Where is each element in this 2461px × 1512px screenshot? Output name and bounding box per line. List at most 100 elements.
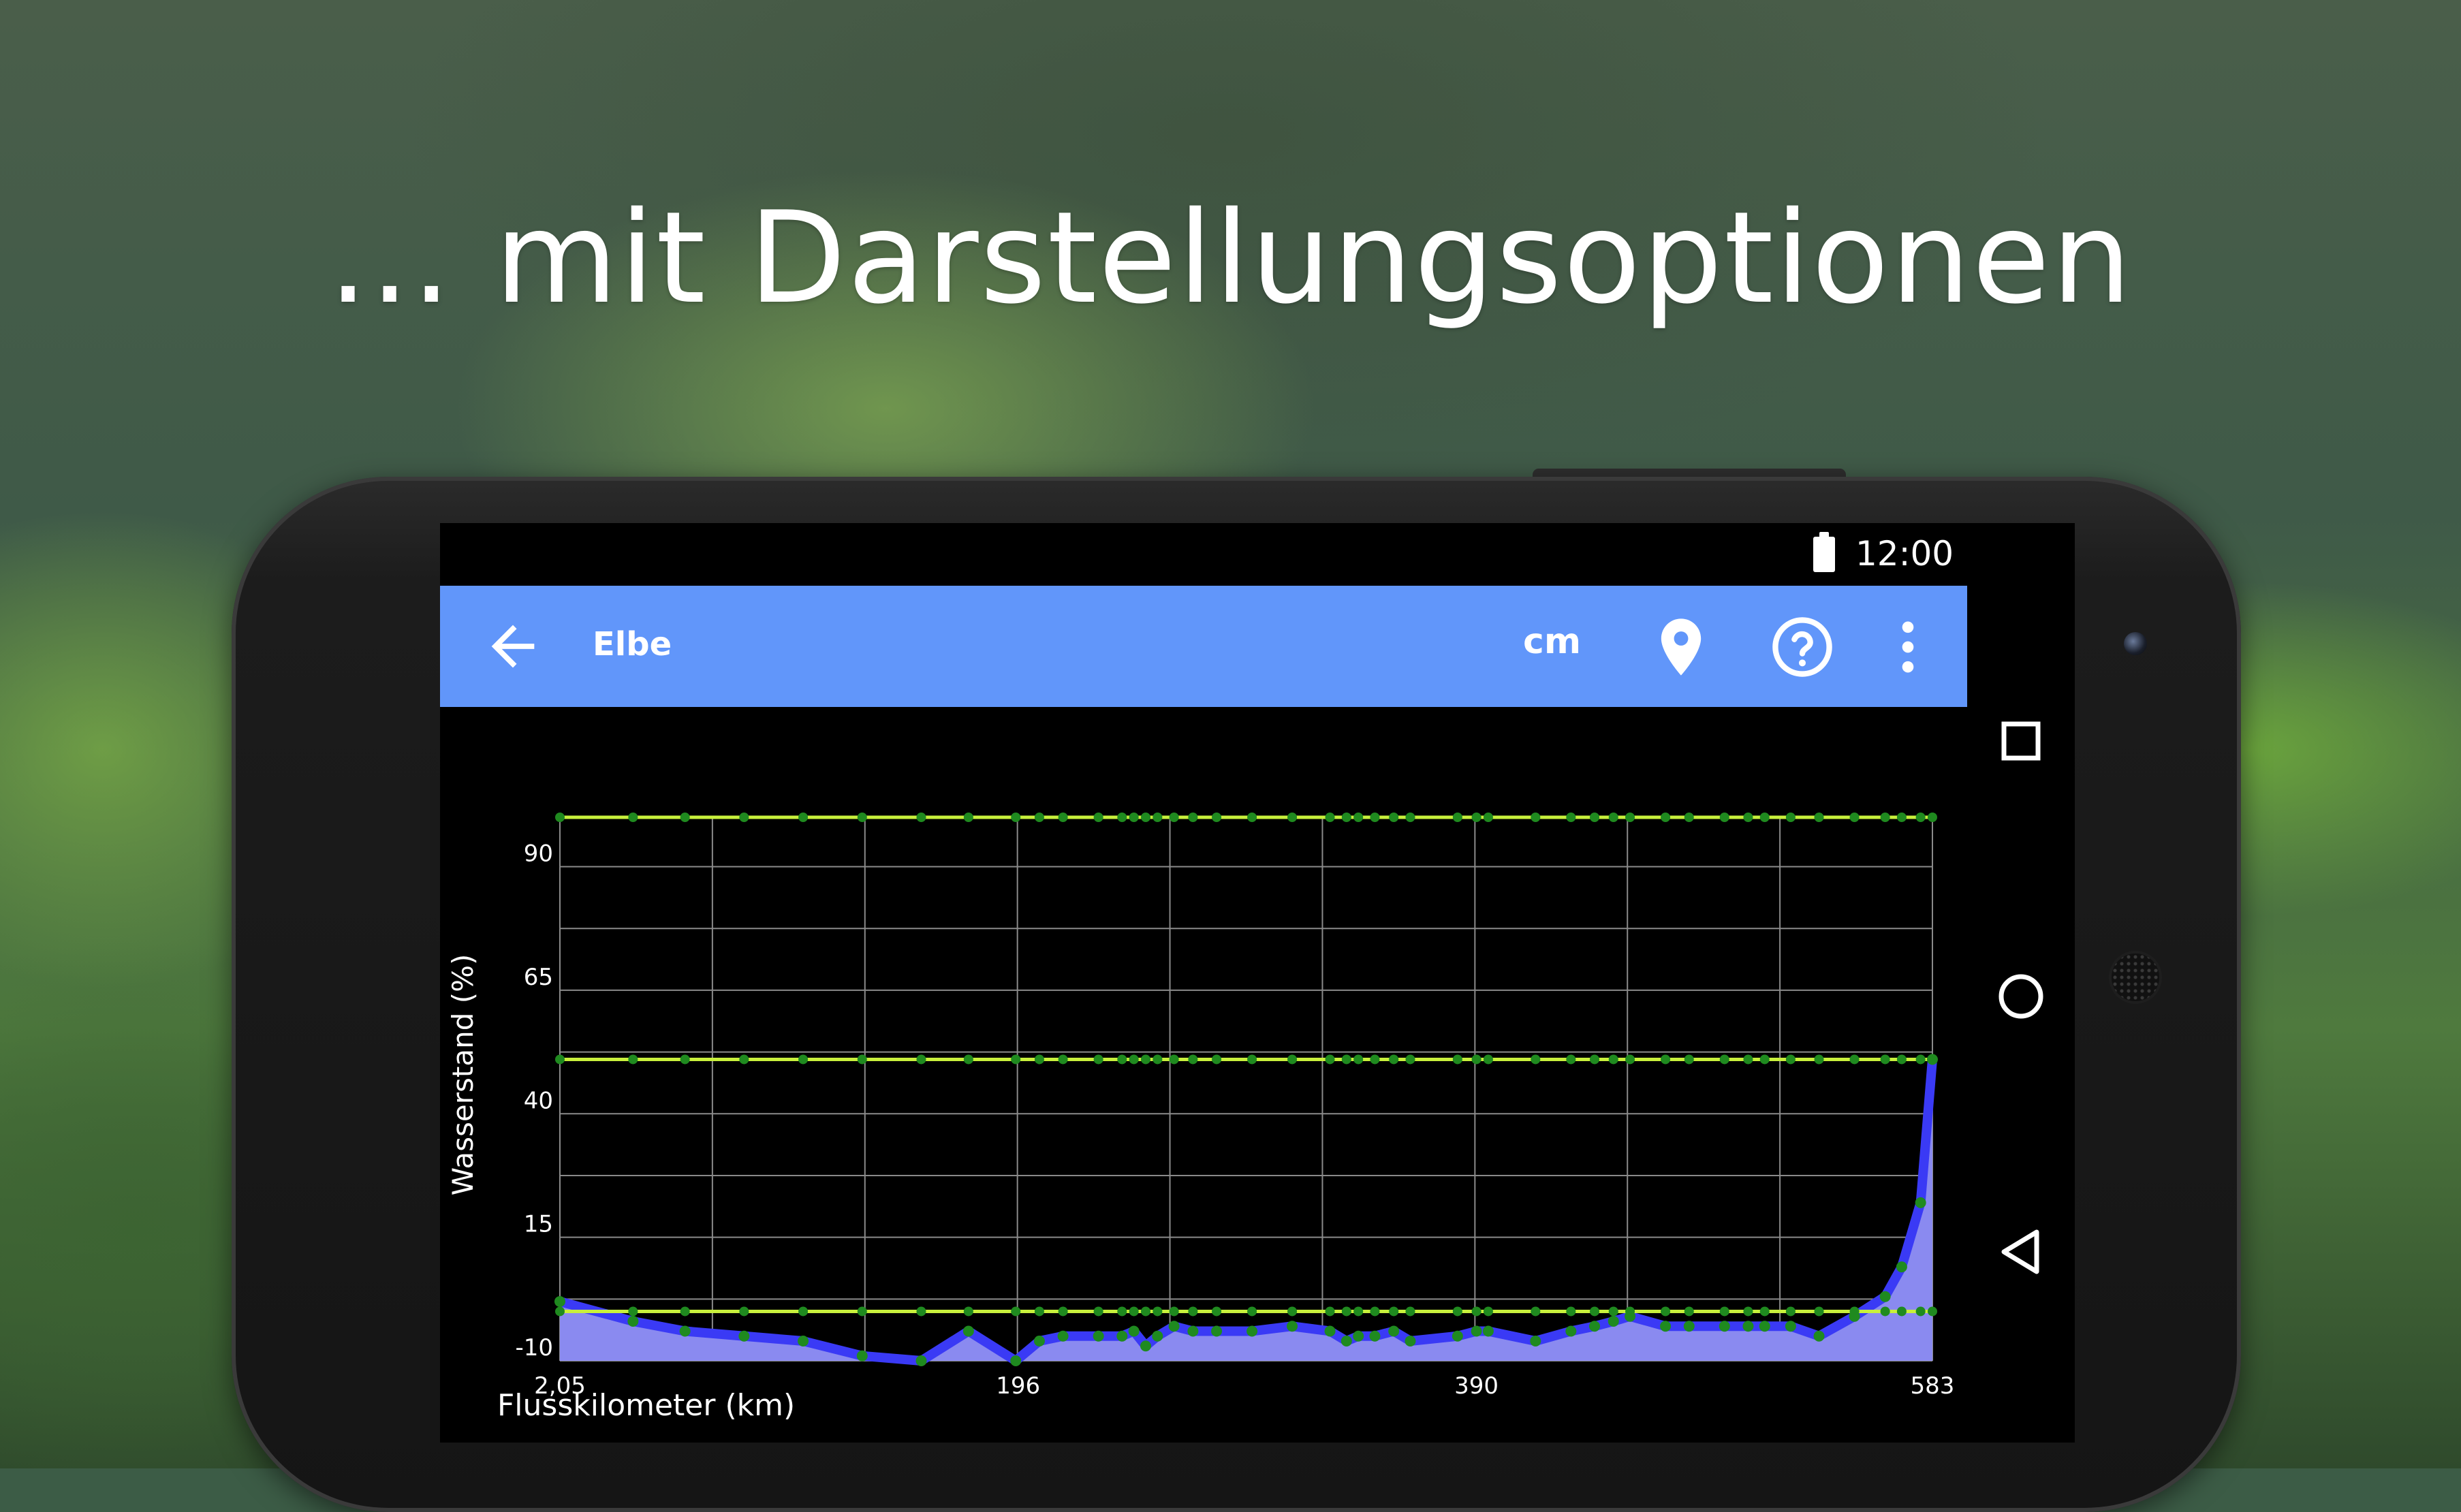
- reference-point: [1759, 813, 1770, 822]
- reference-point: [1849, 813, 1860, 822]
- map-pin-icon: [1661, 618, 1702, 676]
- reference-point: [1287, 813, 1298, 822]
- reference-point: [1684, 1306, 1694, 1317]
- reference-point: [1743, 1306, 1753, 1317]
- reference-point: [1880, 1306, 1890, 1317]
- reference-point: [628, 1306, 638, 1317]
- reference-point: [1212, 1306, 1222, 1317]
- reference-point: [1896, 1054, 1907, 1065]
- x-tick-label: 2,05: [534, 1372, 586, 1400]
- data-point: [1471, 1325, 1482, 1337]
- phone-screen: 12:00 Elbe cm: [440, 523, 2075, 1443]
- reference-point: [1531, 1054, 1541, 1065]
- triangle-back-icon: [2001, 1229, 2039, 1274]
- data-point: [1057, 1330, 1069, 1342]
- data-point: [1287, 1321, 1298, 1332]
- data-point: [915, 1355, 927, 1366]
- reference-point: [1759, 1054, 1770, 1065]
- reference-point: [1141, 813, 1151, 822]
- reference-point: [1341, 1306, 1351, 1317]
- reference-point: [1287, 1306, 1298, 1317]
- back-button[interactable]: [481, 614, 545, 678]
- data-point: [1140, 1340, 1152, 1352]
- reference-point: [1341, 813, 1351, 822]
- reference-point: [1325, 813, 1335, 822]
- reference-point: [1785, 1054, 1796, 1065]
- more-vert-icon: [1902, 621, 1914, 673]
- reference-point: [1405, 1054, 1415, 1065]
- reference-point: [628, 1054, 638, 1065]
- unit-toggle-button[interactable]: cm: [1523, 621, 1582, 662]
- reference-point: [916, 813, 926, 822]
- data-point: [1324, 1325, 1336, 1337]
- reference-point: [1814, 1054, 1824, 1065]
- data-point: [1211, 1325, 1223, 1337]
- reference-point: [1034, 813, 1044, 822]
- data-point: [856, 1350, 868, 1361]
- reference-point: [1188, 1306, 1198, 1317]
- reference-point: [1566, 813, 1576, 822]
- location-button[interactable]: [1647, 613, 1715, 681]
- reference-point: [1011, 813, 1021, 822]
- reference-point: [1608, 1306, 1618, 1317]
- data-point: [1369, 1330, 1381, 1342]
- reference-point: [1169, 1054, 1179, 1065]
- data-point: [1388, 1325, 1400, 1337]
- home-button[interactable]: [1984, 959, 2058, 1034]
- status-time: 12:00: [1855, 534, 1954, 573]
- help-circle-icon: [1772, 617, 1832, 677]
- water-level-chart: 2,05 196 390 583 -10 15 40 65 90 Wasserstand (%)…: [440, 707, 1967, 1443]
- data-point: [1742, 1321, 1754, 1332]
- data-point: [1010, 1355, 1022, 1366]
- data-point: [1033, 1335, 1045, 1346]
- front-camera-icon: [2124, 632, 2147, 655]
- system-back-button[interactable]: [1984, 1214, 2058, 1289]
- data-point: [1247, 1325, 1258, 1337]
- speaker-grille-icon: [2112, 954, 2159, 1001]
- data-point: [1896, 1261, 1907, 1273]
- data-point: [1927, 1054, 1938, 1065]
- reference-point: [1117, 1306, 1127, 1317]
- reference-point: [1212, 1054, 1222, 1065]
- reference-point: [1247, 1306, 1257, 1317]
- reference-point: [1719, 1054, 1729, 1065]
- data-point: [1625, 1310, 1636, 1322]
- data-point: [1915, 1197, 1926, 1208]
- reference-point: [1247, 813, 1257, 822]
- reference-point: [1928, 813, 1937, 822]
- reference-point: [916, 1306, 926, 1317]
- data-point: [1589, 1321, 1601, 1332]
- data-point: [1813, 1330, 1825, 1342]
- overflow-menu-button[interactable]: [1884, 613, 1932, 681]
- reference-point: [1684, 813, 1694, 822]
- reference-point: [1915, 813, 1926, 822]
- x-tick-label: 196: [996, 1372, 1040, 1400]
- reference-point: [1452, 1306, 1462, 1317]
- recents-button[interactable]: [1984, 704, 2058, 778]
- data-point: [962, 1325, 974, 1337]
- help-button[interactable]: [1768, 613, 1836, 681]
- data-point: [1683, 1321, 1695, 1332]
- reference-point: [1129, 1306, 1139, 1317]
- reference-point: [1471, 813, 1482, 822]
- reference-point: [1093, 1306, 1103, 1317]
- reference-point: [857, 1054, 867, 1065]
- reference-point: [963, 1054, 973, 1065]
- x-axis-label: Flusskilometer (km): [497, 1388, 795, 1423]
- reference-point: [1531, 813, 1541, 822]
- reference-point: [1117, 1054, 1127, 1065]
- circle-icon: [1998, 974, 2043, 1019]
- reference-point: [1011, 1054, 1021, 1065]
- reference-point: [680, 1054, 690, 1065]
- reference-point: [739, 813, 749, 822]
- reference-point: [1011, 1306, 1021, 1317]
- reference-point: [1370, 1306, 1380, 1317]
- reference-point: [1471, 1306, 1482, 1317]
- reference-point: [1880, 1054, 1890, 1065]
- reference-point: [1153, 1054, 1163, 1065]
- reference-point: [1129, 1054, 1139, 1065]
- reference-point: [555, 1306, 565, 1317]
- reference-point: [1058, 1054, 1068, 1065]
- reference-point: [1814, 813, 1824, 822]
- reference-point: [1896, 813, 1907, 822]
